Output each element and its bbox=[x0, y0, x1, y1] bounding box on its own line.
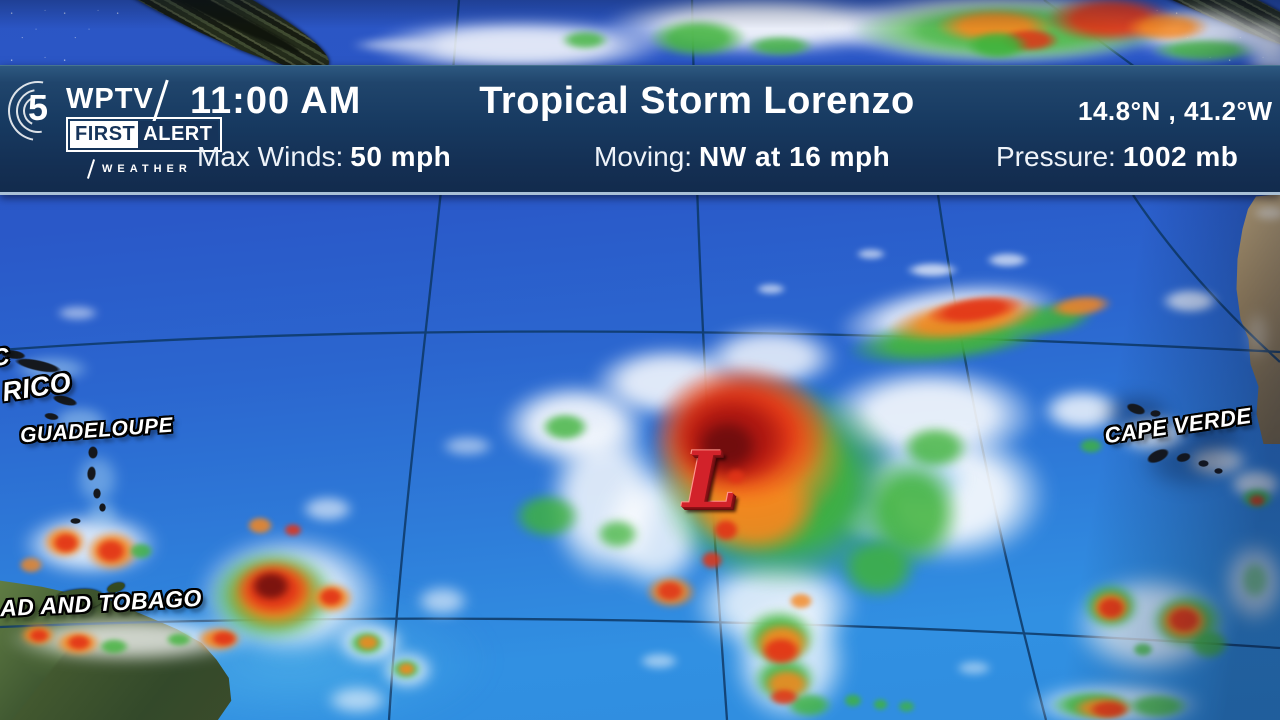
pressure-value: 1002 mb bbox=[1122, 141, 1239, 172]
cloud-radar-blob bbox=[128, 542, 154, 560]
cloud-radar-blob bbox=[700, 550, 724, 570]
cloud-radar-blob bbox=[726, 468, 746, 485]
cloud-radar-blob bbox=[250, 570, 292, 602]
cloud-radar-blob bbox=[1132, 642, 1154, 657]
cloud-radar-blob bbox=[560, 30, 610, 50]
cloud-radar-blob bbox=[712, 518, 740, 542]
storm-title: Tropical Storm Lorenzo bbox=[479, 80, 915, 122]
cloud-radar-blob bbox=[1078, 438, 1104, 454]
cloud-radar-blob bbox=[52, 532, 80, 554]
island-landmass bbox=[70, 518, 81, 524]
first-alert-badge: FIRST ALERT bbox=[66, 117, 223, 152]
cloud-radar-blob bbox=[655, 580, 685, 602]
max-winds-value: 50 mph bbox=[350, 141, 452, 172]
cloud-radar-blob bbox=[28, 628, 50, 643]
storm-center-marker: L bbox=[683, 435, 738, 526]
movement-value: NW at 16 mph bbox=[699, 141, 891, 172]
storm-coordinates: 14.8°N , 41.2°W bbox=[1078, 96, 1273, 126]
cloud-radar-blob bbox=[900, 425, 970, 470]
cloud-radar-blob bbox=[1166, 606, 1202, 634]
cloud-radar-blob bbox=[512, 492, 582, 540]
max-winds-stat: Max Winds: 50 mph bbox=[197, 141, 451, 173]
cloud-radar-blob bbox=[843, 693, 863, 708]
cloud-radar-blob bbox=[638, 652, 680, 670]
cloud-radar-blob bbox=[1240, 560, 1270, 600]
channel-number: 5 bbox=[28, 87, 49, 128]
cloud-radar-blob bbox=[50, 405, 110, 439]
cloud-radar-blob bbox=[595, 518, 640, 550]
cloud-radar-blob bbox=[1040, 388, 1125, 433]
island-landmass bbox=[1198, 460, 1209, 467]
movement-label: Moving: bbox=[594, 141, 693, 172]
time-display: 11:00 AM bbox=[190, 80, 362, 122]
cloud-radar-blob bbox=[768, 688, 800, 706]
cloud-radar-blob bbox=[1160, 288, 1220, 314]
cloud-radar-blob bbox=[1115, 415, 1190, 453]
cloud-radar-blob bbox=[905, 262, 960, 278]
cloud-radar-blob bbox=[1125, 693, 1190, 719]
cloud-radar-blob bbox=[440, 435, 495, 457]
movement-stat: Moving: NW at 16 mph bbox=[594, 141, 890, 173]
cloud-radar-blob bbox=[755, 283, 787, 295]
cloud-radar-blob bbox=[1244, 310, 1270, 360]
cloud-radar-blob bbox=[350, 38, 440, 52]
cloud-radar-blob bbox=[855, 248, 887, 260]
cloud-radar-blob bbox=[1125, 12, 1210, 42]
cloud-radar-blob bbox=[540, 412, 590, 442]
island-landmass bbox=[99, 503, 106, 512]
cloud-radar-blob bbox=[838, 535, 918, 600]
cloud-radar-blob bbox=[55, 305, 100, 321]
cloud-radar-blob bbox=[210, 630, 238, 647]
cloud-radar-blob bbox=[1088, 700, 1130, 719]
cloud-radar-blob bbox=[397, 662, 416, 676]
island-landmass bbox=[93, 488, 101, 499]
cloud-radar-blob bbox=[66, 634, 92, 651]
island-landmass bbox=[1150, 410, 1161, 417]
cloud-radar-blob bbox=[1252, 205, 1280, 221]
cloud-radar-blob bbox=[246, 516, 274, 535]
pressure-stat: Pressure: 1002 mb bbox=[996, 141, 1238, 173]
cloud-radar-blob bbox=[98, 638, 130, 655]
wptv-first-alert-logo: 5 WPTV FIRST ALERT WEATHER bbox=[0, 69, 223, 186]
cloud-radar-blob bbox=[95, 538, 127, 564]
logo-weather-text: WEATHER bbox=[102, 163, 192, 175]
cloud-radar-blob bbox=[760, 636, 802, 666]
island-shadow bbox=[1185, 420, 1245, 455]
cloud-radar-blob bbox=[965, 30, 1030, 60]
cloud-radar-blob bbox=[745, 35, 815, 57]
logo-slash-icon bbox=[152, 79, 169, 123]
cloud-radar-blob bbox=[415, 585, 470, 617]
cloud-radar-blob bbox=[897, 700, 916, 713]
cloud-radar-blob bbox=[318, 587, 344, 607]
island-landmass bbox=[88, 446, 98, 459]
cloud-radar-blob bbox=[356, 634, 380, 651]
cloud-radar-blob bbox=[648, 18, 748, 58]
header-banner: 5 WPTV FIRST ALERT WEATHER 11:00 AM Trop… bbox=[0, 65, 1280, 195]
cloud-radar-blob bbox=[300, 495, 355, 523]
cloud-radar-blob bbox=[1096, 596, 1126, 620]
cloud-radar-blob bbox=[1248, 494, 1266, 507]
max-winds-label: Max Winds: bbox=[197, 141, 344, 172]
pressure-label: Pressure: bbox=[996, 141, 1116, 172]
cloud-radar-blob bbox=[18, 556, 44, 574]
cloud-radar-blob bbox=[955, 660, 993, 676]
cloud-radar-blob bbox=[283, 523, 303, 537]
first-alert-alert: ALERT bbox=[138, 121, 219, 148]
first-alert-first: FIRST bbox=[75, 123, 136, 145]
cloud-radar-blob bbox=[985, 252, 1030, 268]
island-landmass bbox=[1214, 468, 1223, 474]
cloud-radar-blob bbox=[788, 592, 814, 610]
cloud-radar-blob bbox=[325, 685, 390, 715]
cloud-radar-blob bbox=[165, 632, 193, 647]
cloud-radar-blob bbox=[695, 418, 760, 473]
cloud-radar-blob bbox=[872, 698, 889, 711]
logo-slash-icon bbox=[86, 159, 96, 179]
station-call-letters: WPTV bbox=[66, 83, 154, 115]
